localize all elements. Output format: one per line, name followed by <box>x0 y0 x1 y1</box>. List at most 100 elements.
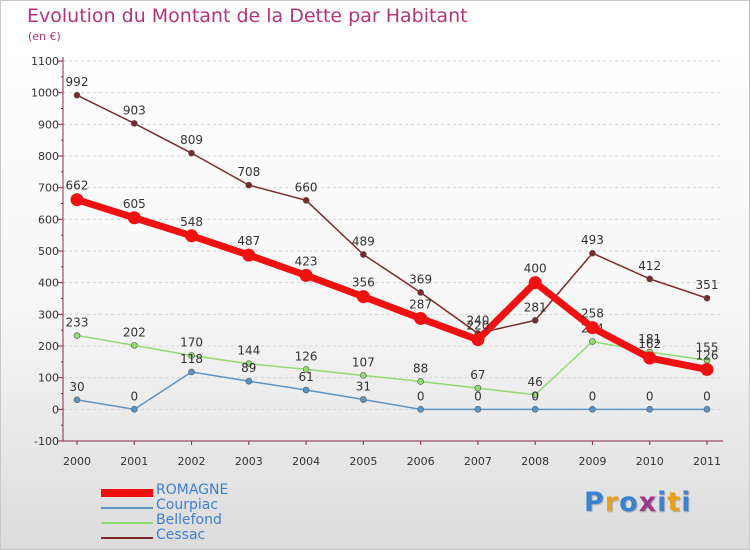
data-point <box>417 289 424 296</box>
data-label: 0 <box>417 389 425 403</box>
data-label: 0 <box>589 389 597 403</box>
y-tick-label: 900 <box>38 118 59 131</box>
data-label: 0 <box>646 389 654 403</box>
data-point <box>589 338 596 345</box>
data-point <box>414 311 428 325</box>
data-label: 356 <box>352 276 375 290</box>
x-tick-label: 2010 <box>636 455 664 468</box>
data-label: 0 <box>474 389 482 403</box>
data-label: 548 <box>180 215 203 229</box>
data-point <box>302 366 310 373</box>
legend-item-bellefond: Bellefond <box>101 512 301 531</box>
data-point <box>299 268 313 282</box>
y-tick-label: 1000 <box>31 87 59 100</box>
y-tick-label: 500 <box>38 245 59 258</box>
data-label: 126 <box>295 349 318 363</box>
x-tick-label: 2011 <box>693 455 721 468</box>
x-tick-label: 2003 <box>235 455 263 468</box>
data-point <box>531 391 539 399</box>
x-tick-label: 2000 <box>63 455 91 468</box>
data-point <box>585 321 599 335</box>
data-label: 0 <box>703 389 711 403</box>
data-point <box>417 406 424 413</box>
data-label: 487 <box>237 234 260 248</box>
data-label: 144 <box>237 344 260 358</box>
data-label: 287 <box>409 297 432 311</box>
legend-swatch <box>101 537 153 539</box>
proxiti-logo: Proxiti <box>584 487 692 518</box>
data-label: 660 <box>295 180 318 194</box>
series-line-courpiac <box>76 371 707 411</box>
data-label: 0 <box>130 389 138 403</box>
y-tick-label: 200 <box>38 340 59 353</box>
data-label: 240 <box>466 313 489 327</box>
data-point <box>646 406 654 413</box>
chart-title: Evolution du Montant de la Dette par Hab… <box>27 5 468 27</box>
data-point <box>127 211 141 225</box>
y-tick-label: 0 <box>52 403 59 416</box>
data-point <box>73 332 81 339</box>
data-point <box>245 181 253 189</box>
data-label: 170 <box>180 336 203 350</box>
y-tick-label: 100 <box>38 372 59 385</box>
legend-label: Courpiac <box>156 497 219 513</box>
data-label: 89 <box>241 361 256 375</box>
data-label: 46 <box>528 375 543 389</box>
data-point <box>188 149 195 157</box>
data-point <box>70 193 84 207</box>
data-point <box>360 396 367 403</box>
series-line-cessac <box>76 94 708 335</box>
data-label: 489 <box>352 234 375 248</box>
data-label: 67 <box>470 368 485 382</box>
data-label: 126 <box>696 348 719 362</box>
data-label: 412 <box>638 259 661 273</box>
series-line-romagne <box>75 196 708 373</box>
logo-letter: P <box>584 487 605 518</box>
x-tick-label: 2004 <box>292 455 320 468</box>
data-label: 0 <box>531 389 539 403</box>
data-point <box>703 294 711 302</box>
data-point <box>302 197 310 204</box>
chart-subtitle: (en €) <box>28 30 61 43</box>
data-label: 423 <box>295 254 318 268</box>
data-point <box>245 377 253 385</box>
data-label: 493 <box>581 233 604 247</box>
data-label: 605 <box>123 197 146 211</box>
data-point <box>185 229 199 243</box>
legend-swatch <box>101 522 153 524</box>
series-line-bellefond <box>76 334 708 396</box>
data-point <box>360 372 367 379</box>
data-point <box>242 248 256 262</box>
y-tick-label: 300 <box>38 308 59 321</box>
data-point <box>130 120 138 127</box>
data-point <box>589 406 596 413</box>
data-label: 400 <box>524 262 547 276</box>
data-label: 30 <box>69 380 84 394</box>
data-label: 233 <box>66 316 89 330</box>
data-point <box>531 317 539 324</box>
data-point <box>130 342 138 349</box>
logo-letter: t <box>667 487 682 518</box>
data-point <box>528 276 542 290</box>
y-tick-label: 600 <box>38 213 59 226</box>
data-point <box>589 249 596 257</box>
y-tick-label: -100 <box>34 435 59 448</box>
legend-label: Cessac <box>156 527 206 543</box>
data-label: 220 <box>466 319 489 333</box>
data-point <box>356 290 370 304</box>
y-tick-label: 700 <box>38 182 59 195</box>
legend-item-romagne: ROMAGNE <box>101 482 301 501</box>
x-tick-label: 2007 <box>464 455 492 468</box>
legend-item-courpiac: Courpiac <box>101 497 301 516</box>
legend-swatch <box>101 489 153 497</box>
logo-letter: x <box>638 487 658 518</box>
data-point <box>474 406 482 413</box>
x-tick-label: 2002 <box>178 455 206 468</box>
legend-swatch <box>101 507 153 509</box>
y-tick-label: 400 <box>38 277 59 290</box>
legend-label: Bellefond <box>156 512 222 528</box>
data-point <box>531 406 539 413</box>
y-tick-label: 1100 <box>31 55 59 68</box>
